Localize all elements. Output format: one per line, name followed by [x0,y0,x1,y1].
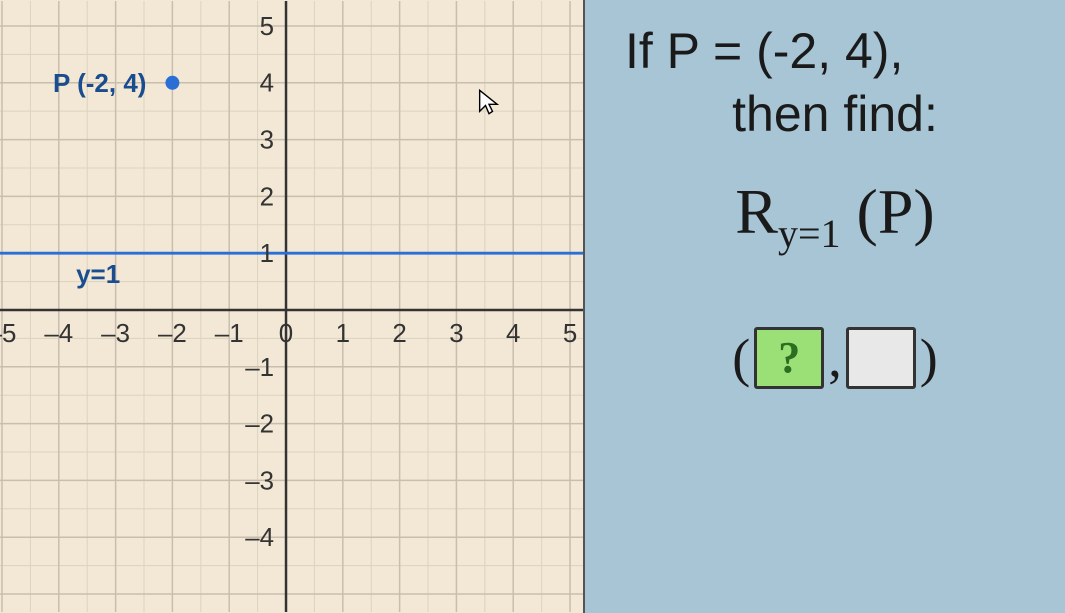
svg-text:1: 1 [336,320,350,348]
svg-text:5: 5 [563,320,577,348]
svg-text:–2: –2 [245,411,274,439]
answer-separator: , [828,327,842,389]
svg-text:–2: –2 [158,320,187,348]
question-line-2: then find: [625,83,1045,146]
svg-text:–1: –1 [215,320,244,348]
paren-close: ) [920,327,938,389]
svg-text:3: 3 [449,320,463,348]
svg-text:4: 4 [260,70,274,98]
paren-open: ( [732,327,750,389]
svg-text:5: 5 [260,13,274,41]
svg-text:2: 2 [392,320,406,348]
operator-arg: (P) [857,176,935,247]
operator-R: R [735,176,778,247]
svg-text:2: 2 [260,183,274,211]
svg-text:–3: –3 [101,320,130,348]
svg-text:–4: –4 [245,524,274,552]
answer-row: ( ? , ) [625,327,1045,389]
line-label: y=1 [76,259,120,290]
svg-text:–5: –5 [0,320,16,348]
svg-text:4: 4 [506,320,520,348]
svg-text:3: 3 [260,127,274,155]
svg-text:0: 0 [279,320,293,348]
svg-text:–4: –4 [44,320,73,348]
cursor-icon [475,88,503,123]
svg-text:–3: –3 [245,467,274,495]
point-label: P (-2, 4) [53,68,146,99]
question-line-1: If P = (-2, 4), [625,20,1045,83]
question-panel: If P = (-2, 4), then find: Ry=1 (P) ( ? … [585,0,1065,613]
svg-text:1: 1 [260,240,274,268]
answer-box-x[interactable]: ? [754,327,824,389]
answer-box-y[interactable] [846,327,916,389]
reflection-operator: Ry=1 (P) [625,175,1045,257]
svg-text:–1: –1 [245,354,274,382]
coordinate-graph: –5–4–3–2–1012345–4–3–2–112345 P (-2, 4) … [0,0,585,613]
operator-subscript: y=1 [778,211,841,256]
